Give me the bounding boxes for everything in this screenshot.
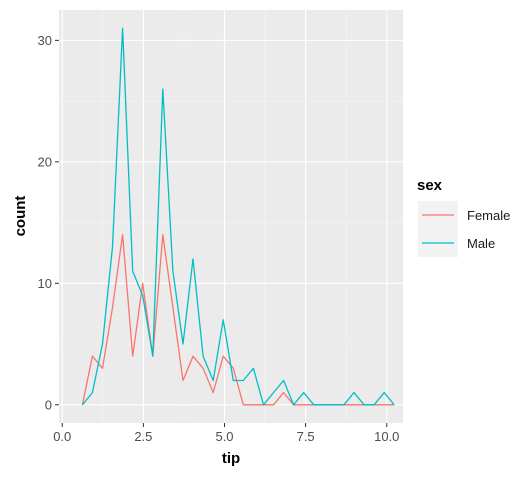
y-tick-label: 20 [38,154,52,169]
x-tick-label: 7.5 [297,429,315,444]
y-tick-label: 0 [45,397,52,412]
y-tick-label: 10 [38,276,52,291]
plot-panel [59,10,403,423]
x-tick-label: 10.0 [374,429,399,444]
legend-label-male: Male [467,236,495,251]
x-tick-label: 2.5 [134,429,152,444]
x-tick-label: 0.0 [53,429,71,444]
x-tick-label: 5.0 [215,429,233,444]
legend-label-female: Female [467,208,510,223]
legend-title: sex [417,177,443,194]
x-axis-title: tip [222,450,240,467]
y-axis-title: count [12,196,29,237]
y-tick-label: 30 [38,33,52,48]
